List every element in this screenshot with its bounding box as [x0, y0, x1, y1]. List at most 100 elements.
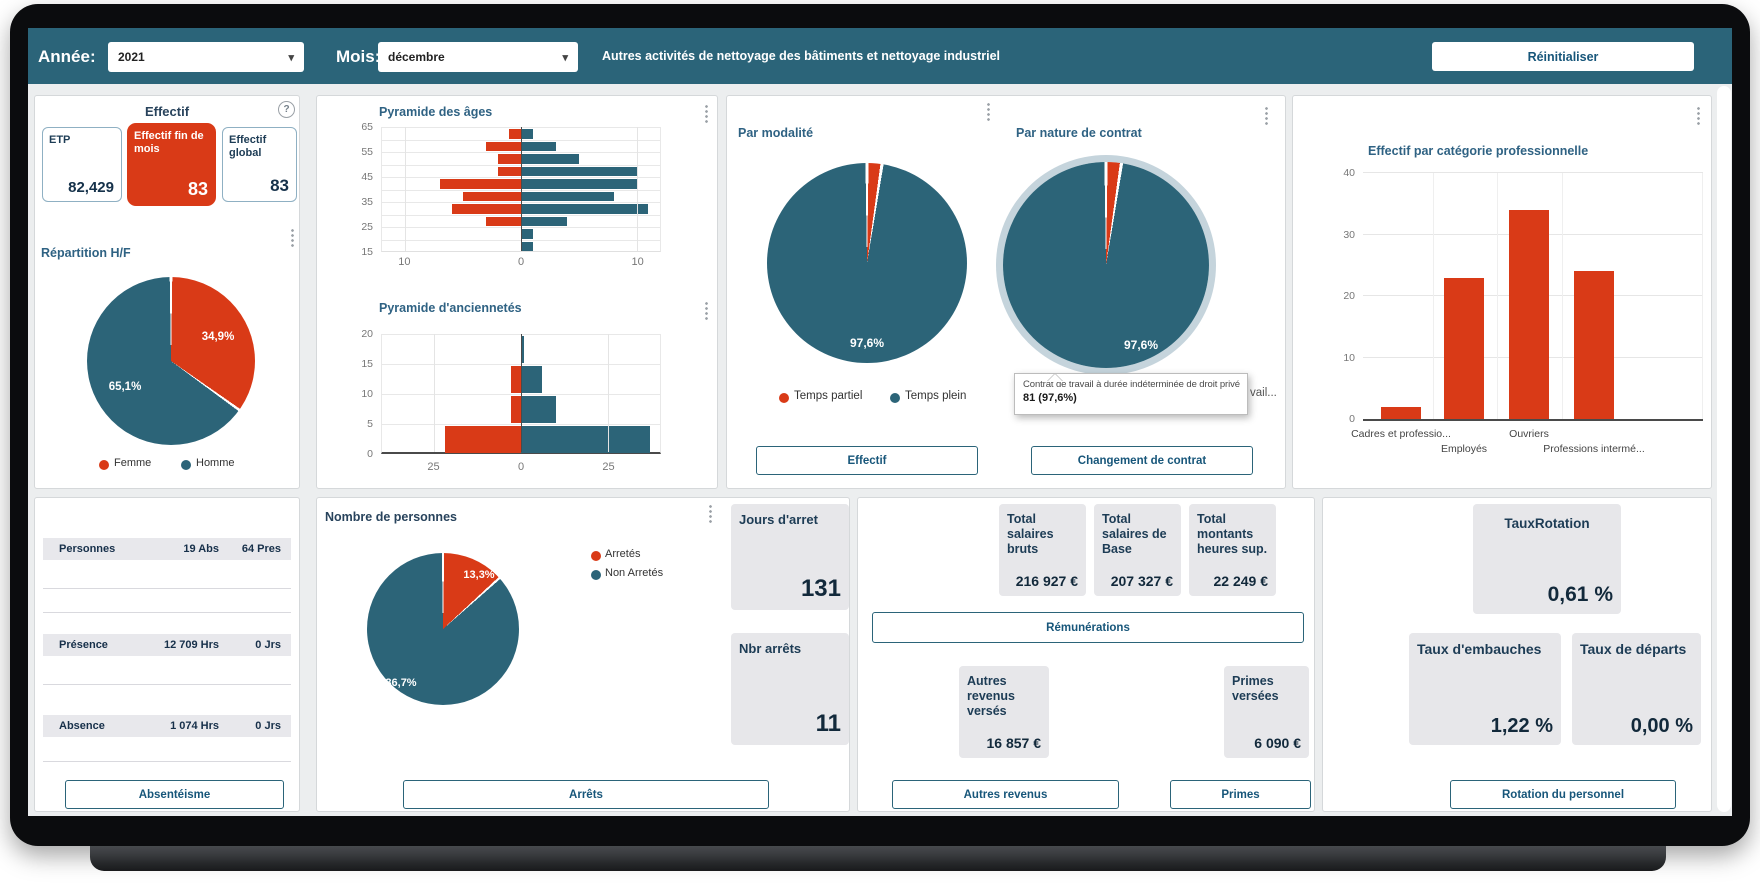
pyramide-ages-y-axis: 65 55 45 35 25 15 [361, 121, 373, 258]
scrollbar[interactable] [1717, 86, 1731, 812]
card-taux-rotation: TauxRotation 0,61 % [1473, 504, 1621, 614]
changement-contrat-button[interactable]: Changement de contrat [1031, 446, 1253, 475]
screen-bezel: Année: 2021 ▾ Mois: décembre ▾ Autres ac… [10, 4, 1750, 846]
repartition-hf-title: Répartition H/F [41, 246, 131, 260]
categorie-title: Effectif par catégorie professionnelle [1368, 144, 1589, 158]
par-nature-contrat-title: Par nature de contrat [1016, 126, 1142, 140]
more-options-icon[interactable] [1697, 106, 1700, 125]
primes-button[interactable]: Primes [1170, 780, 1311, 809]
legend-homme[interactable]: Homme [196, 457, 235, 469]
more-options-icon[interactable] [705, 104, 708, 123]
card-total-salaires-bruts: Total salaires bruts 216 927 € [999, 504, 1086, 596]
kpi-card-etp: ETP 82,429 [42, 127, 122, 202]
cat-label-cadres: Cadres et professio... [1351, 428, 1451, 440]
contrat-legend-truncated[interactable]: vail... [1250, 387, 1277, 399]
card-primes-versees: Primes versées 6 090 € [1224, 666, 1309, 758]
cat-label-intermediaires: Professions intermé... [1543, 443, 1645, 455]
pyramide-ages-title: Pyramide des âges [379, 105, 493, 119]
card-jours-arret: Jours d'arret 131 [731, 504, 849, 610]
effectif-title: Effectif [144, 104, 190, 119]
autres-revenus-button[interactable]: Autres revenus [892, 780, 1119, 809]
panel-categorie-professionnelle: Effectif par catégorie professionnelle 4… [1292, 95, 1712, 489]
table-row-presence: Présence 12 709 Hrs 0 Jrs [43, 634, 291, 656]
remunerations-button[interactable]: Rémunérations [872, 612, 1304, 643]
panel-absenteisme: Personnes 19 Abs 64 Pres Présence 12 709… [34, 497, 300, 812]
kpi-card-effectif-global: Effectif global 83 [222, 127, 297, 202]
chevron-down-icon: ▾ [288, 51, 294, 64]
hf-pie-label-femme: 34,9% [201, 331, 235, 343]
card-taux-departs: Taux de départs 0,00 % [1572, 633, 1701, 745]
card-nbr-arrets: Nbr arrêts 11 [731, 633, 849, 745]
panel-modalite-contrat: Par modalité Par nature de contrat 97,6%… [726, 95, 1286, 489]
arrets-pie-label-non-arretes: 86,7% [385, 677, 417, 689]
contrat-pie-label: 97,6% [1123, 338, 1159, 352]
chevron-down-icon: ▾ [562, 51, 568, 64]
help-icon[interactable]: ? [278, 101, 295, 118]
absenteisme-button[interactable]: Absentéisme [65, 780, 284, 809]
hf-pie-label-homme: 65,1% [108, 381, 142, 393]
card-taux-embauches: Taux d'embauches 1,22 % [1409, 633, 1561, 745]
more-options-icon[interactable] [987, 102, 990, 121]
annee-select[interactable]: 2021 ▾ [108, 42, 304, 72]
pyramide-anciennetes-y-axis: 20 15 10 5 0 [361, 328, 373, 460]
mois-label: Mois: [336, 47, 381, 66]
legend-arretes[interactable]: Arretés [605, 548, 641, 560]
table-row-absence: Absence 1 074 Hrs 0 Jrs [43, 715, 291, 737]
legend-temps-plein[interactable]: Temps plein [905, 390, 967, 402]
annee-value: 2021 [118, 50, 145, 64]
pyramide-anciennetes-chart[interactable] [381, 334, 661, 454]
table-row-personnes: Personnes 19 Abs 64 Pres [43, 538, 291, 560]
mois-value: décembre [388, 50, 445, 64]
panel-arrets: Nombre de personnes Arretés Non Arretés … [316, 497, 850, 812]
panel-rotation: TauxRotation 0,61 % Taux d'embauches 1,2… [1322, 497, 1712, 812]
legend-dot-non-arretes [591, 570, 601, 580]
tooltip-line2: 81 (97,6%) [1023, 392, 1077, 404]
more-options-icon[interactable] [291, 228, 294, 247]
arrets-button[interactable]: Arrêts [403, 780, 769, 809]
pyramide-ages-chart[interactable] [381, 127, 661, 252]
panel-remunerations: Total salaires bruts 216 927 € Total sal… [857, 497, 1315, 812]
more-options-icon[interactable] [705, 301, 708, 320]
activity-title: Autres activités de nettoyage des bâtime… [602, 49, 1001, 63]
arrets-pie-label-arretes: 13,3% [463, 569, 495, 581]
reset-button[interactable]: Réinitialiser [1432, 42, 1694, 71]
more-options-icon[interactable] [709, 504, 712, 523]
categorie-y-axis: 40 30 20 10 0 [1343, 167, 1355, 425]
card-autres-revenus-verses: Autres revenus versés 16 857 € [959, 666, 1049, 758]
tooltip-line1: Contrat de travail à durée indéterminée … [1023, 379, 1240, 390]
categorie-bar-chart[interactable] [1363, 172, 1703, 421]
legend-non-arretes[interactable]: Non Arretés [605, 567, 664, 579]
cat-label-ouvriers: Ouvriers [1509, 428, 1549, 440]
panel-effectif: Effectif ? ETP 82,429 Effectif fin de mo… [34, 95, 300, 489]
contrat-pie-chart[interactable] [1003, 162, 1209, 368]
legend-dot-femme [99, 460, 109, 470]
hf-pie-chart[interactable] [87, 277, 255, 445]
cat-label-employes: Employés [1440, 443, 1488, 455]
legend-dot-temps-partiel [779, 393, 789, 403]
modalite-pie-label: 97,6% [849, 336, 885, 350]
pyramide-anciennetes-title: Pyramide d'anciennetés [379, 301, 522, 315]
card-total-heures-sup: Total montants heures sup. 22 249 € [1189, 504, 1276, 596]
dashboard-screen: Année: 2021 ▾ Mois: décembre ▾ Autres ac… [28, 28, 1732, 816]
arrets-pie-chart[interactable] [367, 553, 519, 705]
kpi-card-effectif-fin-de-mois: Effectif fin de mois 83 [127, 123, 216, 206]
nombre-personnes-title: Nombre de personnes [325, 510, 457, 524]
par-modalite-title: Par modalité [738, 126, 814, 140]
mois-select[interactable]: décembre ▾ [378, 42, 578, 72]
legend-dot-temps-plein [890, 393, 900, 403]
annee-label: Année: [38, 47, 96, 66]
effectif-nav-button[interactable]: Effectif [756, 446, 978, 475]
panel-pyramides: Pyramide des âges 65 55 45 35 25 15 10 0 10 Pyr… [316, 95, 718, 489]
card-total-salaires-base: Total salaires de Base 207 327 € [1094, 504, 1181, 596]
legend-femme[interactable]: Femme [114, 457, 152, 469]
laptop-base [90, 844, 1666, 871]
contrat-tooltip: Contrat de travail à durée indéterminée … [1014, 373, 1248, 415]
legend-temps-partiel[interactable]: Temps partiel [794, 390, 863, 402]
rotation-button[interactable]: Rotation du personnel [1450, 780, 1676, 809]
more-options-icon[interactable] [1265, 106, 1268, 125]
legend-dot-arretes [591, 551, 601, 561]
legend-dot-homme [181, 460, 191, 470]
modalite-pie-chart[interactable] [767, 163, 967, 363]
filter-bar: Année: 2021 ▾ Mois: décembre ▾ Autres ac… [28, 28, 1732, 84]
